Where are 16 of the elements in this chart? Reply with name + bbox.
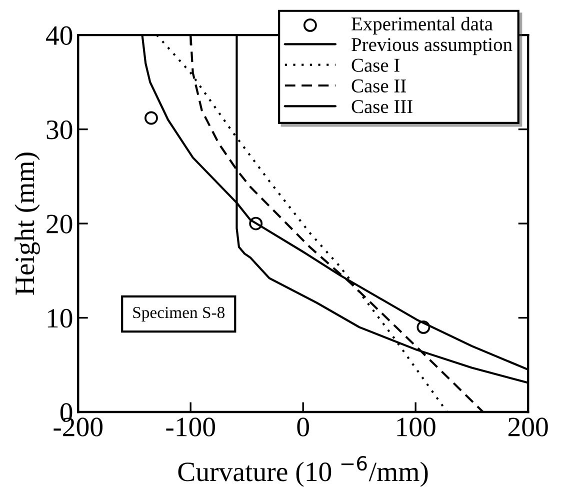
legend-label: Previous assumption xyxy=(352,38,512,56)
x-tick-label: -100 xyxy=(166,418,215,436)
x-tick-label: 200 xyxy=(508,418,548,436)
legend-label: Experimental data xyxy=(352,16,493,34)
x-tick-label: 100 xyxy=(397,418,436,436)
legend-label: Case II xyxy=(352,79,406,93)
x-axis-title: Curvature (10 $^{−6}$/mm) xyxy=(178,456,428,487)
y-tick-label: 10 xyxy=(48,308,72,328)
y-axis-title: Height (mm) xyxy=(14,152,40,295)
y-tick-label: 30 xyxy=(46,120,72,140)
legend-label: Case I xyxy=(352,58,400,72)
y-tick-label: 20 xyxy=(46,214,72,234)
y-tick-label: 40 xyxy=(46,26,72,45)
x-tick-label: 0 xyxy=(297,418,309,436)
annotation: Specimen S-8 xyxy=(133,306,225,322)
legend-label: Case III xyxy=(352,100,412,114)
